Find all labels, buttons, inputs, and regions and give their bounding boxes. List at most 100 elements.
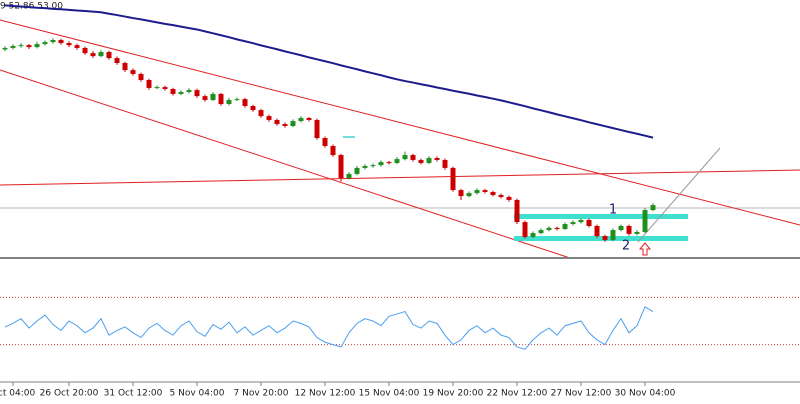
candle-body: [242, 99, 248, 106]
candle-body: [482, 190, 488, 192]
candle-body: [154, 87, 160, 89]
candle-body: [410, 155, 416, 160]
candle-body: [362, 165, 368, 168]
x-tick-label: 27 Nov 12:00: [551, 389, 612, 399]
candle-body: [466, 193, 472, 197]
candle-body: [250, 105, 256, 111]
candle-body: [458, 190, 464, 197]
candle-body: [18, 45, 24, 47]
candle-body: [402, 155, 408, 160]
candle-body: [82, 47, 88, 54]
candle-body: [322, 138, 328, 146]
x-tick-label: 19 Nov 20:00: [423, 389, 484, 399]
candle-body: [258, 110, 264, 117]
candle-body: [194, 90, 200, 97]
candle-body: [98, 52, 104, 57]
candle-body: [90, 53, 96, 57]
candle-body: [226, 99, 232, 105]
candle-body: [426, 158, 432, 163]
candle-body: [554, 227, 560, 229]
candle-body: [106, 52, 112, 59]
zone-lower: [514, 236, 688, 241]
candle-body: [354, 167, 360, 174]
candle-body: [130, 70, 136, 74]
candle-body: [34, 44, 40, 48]
candle-body: [210, 93, 216, 100]
x-tick-label: 12 Nov 12:00: [295, 389, 356, 399]
candle-body: [378, 162, 384, 166]
x-tick-label: 26 Oct 20:00: [40, 389, 99, 399]
candle-body: [394, 159, 400, 163]
candle-body: [610, 230, 616, 240]
candle-body: [66, 43, 72, 46]
channel-lower: [0, 69, 571, 259]
candle-body: [138, 73, 144, 80]
channel-upper: [0, 19, 800, 226]
candle-body: [162, 87, 168, 90]
up-arrow: [638, 242, 652, 256]
candle-body: [506, 196, 512, 200]
candle-body: [650, 205, 656, 211]
candle-body: [370, 165, 376, 167]
x-tick-label: Oct 04:00: [0, 389, 35, 399]
label-two: 2: [622, 239, 630, 254]
candle-body: [586, 219, 592, 226]
candle-body: [306, 118, 312, 120]
candle-body: [114, 58, 120, 63]
candle-body: [514, 199, 520, 223]
candle-body: [570, 222, 576, 225]
candle-body: [346, 173, 352, 179]
zone-upper: [514, 214, 688, 219]
candle-body: [266, 116, 272, 120]
candle-body: [290, 121, 296, 126]
candle-body: [10, 46, 16, 48]
candle-body: [434, 158, 440, 160]
candle-body: [562, 224, 568, 229]
candle-body: [522, 222, 528, 237]
rsi-line: [4, 306, 654, 350]
candle-body: [234, 99, 240, 101]
candle-body: [594, 225, 600, 237]
candle-body: [178, 92, 184, 94]
x-tick-label: 15 Nov 04:00: [359, 389, 420, 399]
candle-body: [626, 225, 632, 234]
candle-body: [50, 39, 56, 43]
candle-body: [2, 47, 8, 50]
candle-body: [634, 231, 640, 234]
x-tick-label: 30 Nov 04:00: [615, 389, 676, 399]
candle-body: [538, 230, 544, 234]
moving-average: [4, 4, 654, 139]
candle-body: [58, 39, 64, 43]
candle-body: [274, 119, 280, 125]
trend-line: [0, 169, 800, 186]
candle-body: [186, 90, 192, 93]
candle-body: [202, 96, 208, 100]
candle-body: [26, 45, 32, 48]
candle-body: [602, 236, 608, 240]
projection-line: [637, 147, 721, 243]
candle-body: [146, 79, 152, 88]
candle-body: [418, 159, 424, 163]
candle-body: [330, 145, 336, 156]
x-tick-label: 31 Oct 12:00: [104, 389, 163, 399]
candle-body: [74, 45, 80, 48]
candle-body: [618, 225, 624, 231]
x-tick-label: 7 Nov 20:00: [234, 389, 289, 399]
x-tick-label: 5 Nov 04:00: [170, 389, 225, 399]
candle-body: [450, 167, 456, 191]
candle-body: [122, 62, 128, 71]
candle-body: [642, 210, 648, 232]
candle-body: [338, 155, 344, 179]
candle-body: [298, 118, 304, 122]
candle-body: [442, 159, 448, 168]
candle-body: [218, 93, 224, 105]
candle-body: [546, 227, 552, 231]
candle-body: [578, 219, 584, 223]
candle-body: [170, 89, 176, 94]
candle-body: [490, 191, 496, 196]
candle-body: [42, 42, 48, 45]
x-tick-label: 22 Nov 12:00: [487, 389, 548, 399]
